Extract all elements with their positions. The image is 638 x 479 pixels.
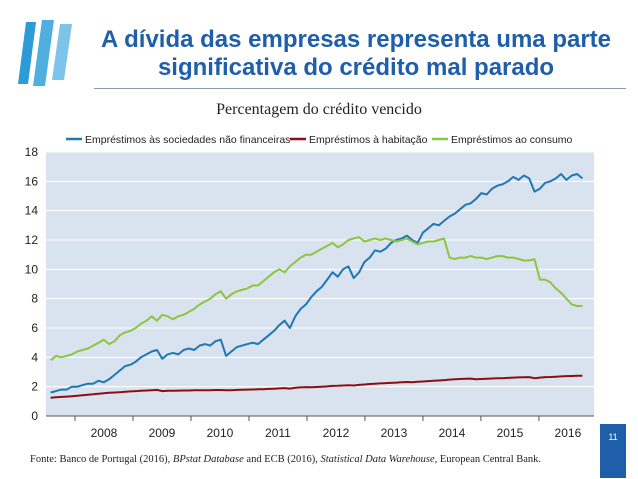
x-tick-label: 2015 (497, 426, 524, 440)
source-database: BPstat Database (172, 454, 244, 465)
legend-label: Empréstimos às sociedades não financeira… (85, 134, 290, 146)
series-line (50, 374, 583, 399)
y-tick-label: 18 (25, 145, 39, 159)
source-prefix: Fonte: Banco de Portugal (2016), (30, 454, 173, 465)
source-suffix: , European Central Bank. (434, 454, 542, 465)
page-title: A dívida das empresas representa uma par… (101, 26, 611, 81)
x-tick-label: 2008 (91, 426, 118, 440)
source-warehouse: Statistical Data Warehouse (320, 454, 435, 465)
x-tick-label: 2011 (265, 426, 291, 440)
x-tick-label: 2013 (381, 426, 408, 440)
chart-title: Percentagem do crédito vencido (216, 101, 422, 118)
title-divider (94, 88, 626, 89)
page-number: 11 (600, 424, 626, 478)
y-tick-label: 6 (31, 321, 38, 335)
legend-label: Empréstimos à habitação (309, 134, 428, 146)
series-line (50, 173, 584, 394)
y-tick-label: 4 (31, 350, 38, 364)
plot-area (46, 152, 594, 416)
y-tick-label: 2 (31, 380, 38, 394)
y-tick-label: 10 (25, 262, 39, 276)
x-tick-label: 2014 (439, 426, 466, 440)
y-tick-label: 8 (31, 292, 38, 306)
y-tick-label: 0 (31, 409, 38, 423)
x-tick-label: 2016 (555, 426, 582, 440)
x-tick-label: 2012 (323, 426, 350, 440)
x-tick-label: 2009 (149, 426, 176, 440)
legend-label: Empréstimos ao consumo (451, 134, 573, 146)
x-tick-label: 2010 (207, 426, 234, 440)
source-mid: and ECB (2016), (243, 454, 321, 465)
source-note: Fonte: Banco de Portugal (2016), BPstat … (30, 454, 541, 465)
y-tick-label: 16 (25, 174, 39, 188)
series-line (49, 236, 583, 362)
y-tick-label: 14 (25, 204, 39, 218)
y-tick-label: 12 (25, 233, 39, 247)
oecd-logo-icon (18, 20, 72, 86)
